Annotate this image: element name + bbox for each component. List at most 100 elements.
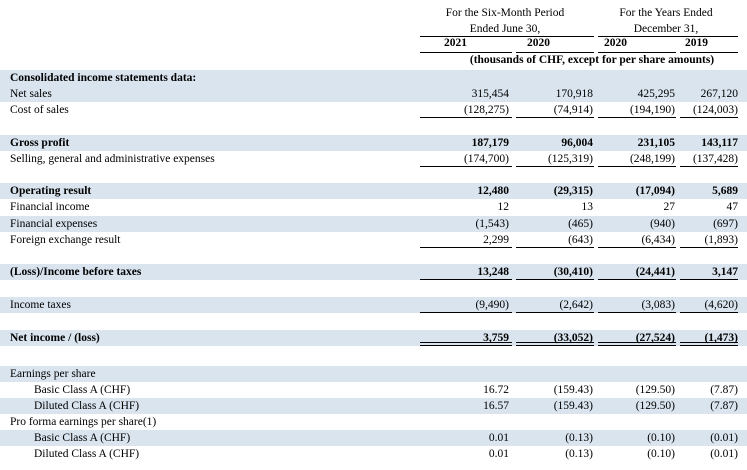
row-label: Net income / (loss) bbox=[10, 332, 100, 344]
row-label: Earnings per share bbox=[10, 368, 96, 380]
table-row: Diluted Class A (CHF) 16.57 (159.43) (129.5… bbox=[0, 398, 747, 414]
row-value: 3,759 bbox=[483, 332, 509, 344]
row-value: (129.50) bbox=[635, 384, 675, 396]
cell-rule bbox=[420, 247, 512, 248]
row-value: (4,620) bbox=[704, 299, 738, 311]
table-row: Foreign exchange result 2,299 (643) (6,434)… bbox=[0, 232, 747, 248]
cell-rule bbox=[598, 342, 676, 346]
row-label: Selling, general and administrative expe… bbox=[10, 153, 215, 165]
row-value: (465) bbox=[568, 218, 593, 230]
year-col-3: 2020 bbox=[604, 37, 627, 49]
row-value: (17,094) bbox=[635, 185, 675, 197]
row-value: (129.50) bbox=[635, 400, 675, 412]
row-value: (6,434) bbox=[641, 234, 675, 246]
cell-rule bbox=[680, 279, 738, 280]
row-value: (124,003) bbox=[692, 104, 738, 116]
year-col-1: 2021 bbox=[444, 37, 467, 49]
row-value: (29,315) bbox=[553, 185, 593, 197]
cell-rule bbox=[680, 117, 738, 118]
table-row: Basic Class A (CHF) 0.01 (0.13) (0.10) (0.01… bbox=[0, 430, 747, 446]
row-value: (9,490) bbox=[475, 299, 509, 311]
cell-rule bbox=[420, 342, 512, 346]
row-label: Basic Class A (CHF) bbox=[34, 384, 131, 396]
row-label: Diluted Class A (CHF) bbox=[34, 400, 140, 412]
row-value: (248,199) bbox=[629, 153, 675, 165]
row-value: (159.43) bbox=[553, 400, 593, 412]
cell-rule bbox=[598, 279, 676, 280]
row-value: (697) bbox=[713, 218, 738, 230]
year-col-4: 2019 bbox=[685, 37, 708, 49]
cell-rule bbox=[516, 312, 594, 313]
row-label: Financial income bbox=[10, 201, 90, 213]
row-value: 231,105 bbox=[637, 137, 675, 149]
six-month-header-line2: Ended June 30, bbox=[469, 23, 541, 35]
row-value: (1,473) bbox=[704, 332, 738, 344]
cell-rule bbox=[420, 166, 512, 167]
row-label: Foreign exchange result bbox=[10, 234, 121, 246]
row-label: Income taxes bbox=[10, 299, 71, 311]
six-month-period-header: For the Six-Month Period Ended June 30, bbox=[415, 5, 595, 37]
units-note: (thousands of CHF, except for per share … bbox=[469, 54, 715, 66]
row-value: 187,179 bbox=[471, 137, 509, 149]
year-rule-4 bbox=[680, 52, 738, 53]
row-value: (0.01) bbox=[710, 432, 738, 444]
six-month-header-rule bbox=[420, 36, 594, 37]
cell-rule bbox=[680, 247, 738, 248]
row-value: (194,190) bbox=[629, 104, 675, 116]
row-value: 12,480 bbox=[477, 185, 509, 197]
cell-rule bbox=[516, 279, 594, 280]
row-value: 170,918 bbox=[555, 88, 593, 100]
row-label: Operating result bbox=[10, 185, 92, 197]
row-value: (137,428) bbox=[692, 153, 738, 165]
row-value: 425,295 bbox=[637, 88, 675, 100]
row-value: (33,052) bbox=[553, 332, 593, 344]
cell-rule bbox=[516, 247, 594, 248]
table-row: Selling, general and administrative expe… bbox=[0, 151, 747, 167]
table-row: Cost of sales (128,275) (74,914) (194,190) (… bbox=[0, 102, 747, 118]
cell-rule bbox=[680, 312, 738, 313]
table-row: Pro forma earnings per share(1) bbox=[0, 414, 747, 430]
row-value: (2,642) bbox=[559, 299, 593, 311]
cell-rule bbox=[516, 117, 594, 118]
year-rule-1 bbox=[420, 52, 512, 53]
row-value: (159.43) bbox=[553, 384, 593, 396]
table-row: Diluted Class A (CHF) 0.01 (0.13) (0.10) (0.… bbox=[0, 446, 747, 462]
row-value: (0.13) bbox=[565, 432, 593, 444]
table-row: Financial expenses (1,543) (465) (940) (697) bbox=[0, 216, 747, 232]
row-label: (Loss)/Income before taxes bbox=[10, 266, 142, 278]
section-title-row: Consolidated income statements data: bbox=[0, 70, 747, 86]
row-label: Gross profit bbox=[10, 137, 70, 149]
cell-rule bbox=[420, 117, 512, 118]
row-value: (74,914) bbox=[553, 104, 593, 116]
year-col-2: 2020 bbox=[527, 37, 550, 49]
year-rule-2 bbox=[516, 52, 594, 53]
row-value: 12 bbox=[497, 201, 510, 213]
table-row: Income taxes (9,490) (2,642) (3,083) (4,620) bbox=[0, 297, 747, 313]
row-value: (0.10) bbox=[647, 448, 675, 460]
row-label: Financial expenses bbox=[10, 218, 98, 230]
table-row: Financial income 12 13 27 47 bbox=[0, 199, 747, 215]
row-value: 5,689 bbox=[712, 185, 738, 197]
row-value: (0.01) bbox=[710, 448, 738, 460]
cell-rule bbox=[680, 342, 738, 346]
row-value: 143,117 bbox=[701, 137, 738, 149]
row-value: (125,319) bbox=[547, 153, 593, 165]
row-value: 0.01 bbox=[488, 448, 509, 460]
row-value: (174,700) bbox=[463, 153, 509, 165]
cell-rule bbox=[516, 342, 594, 346]
row-value: (0.10) bbox=[647, 432, 675, 444]
row-value: 2,299 bbox=[483, 234, 509, 246]
table-row: Net income / (loss) 3,759 (33,052) (27,524)… bbox=[0, 330, 747, 346]
year-rule-3 bbox=[598, 52, 676, 53]
cell-rule bbox=[680, 166, 738, 167]
row-value: 47 bbox=[726, 201, 739, 213]
table-row: Earnings per share bbox=[0, 366, 747, 382]
row-value: (128,275) bbox=[463, 104, 509, 116]
row-value: (0.13) bbox=[565, 448, 593, 460]
row-value: (30,410) bbox=[553, 266, 593, 278]
row-value: (3,083) bbox=[641, 299, 675, 311]
row-value: 16.57 bbox=[483, 400, 509, 412]
years-header-line2: December 31, bbox=[633, 23, 699, 35]
years-header-line1: For the Years Ended bbox=[619, 7, 713, 19]
cell-rule bbox=[516, 166, 594, 167]
